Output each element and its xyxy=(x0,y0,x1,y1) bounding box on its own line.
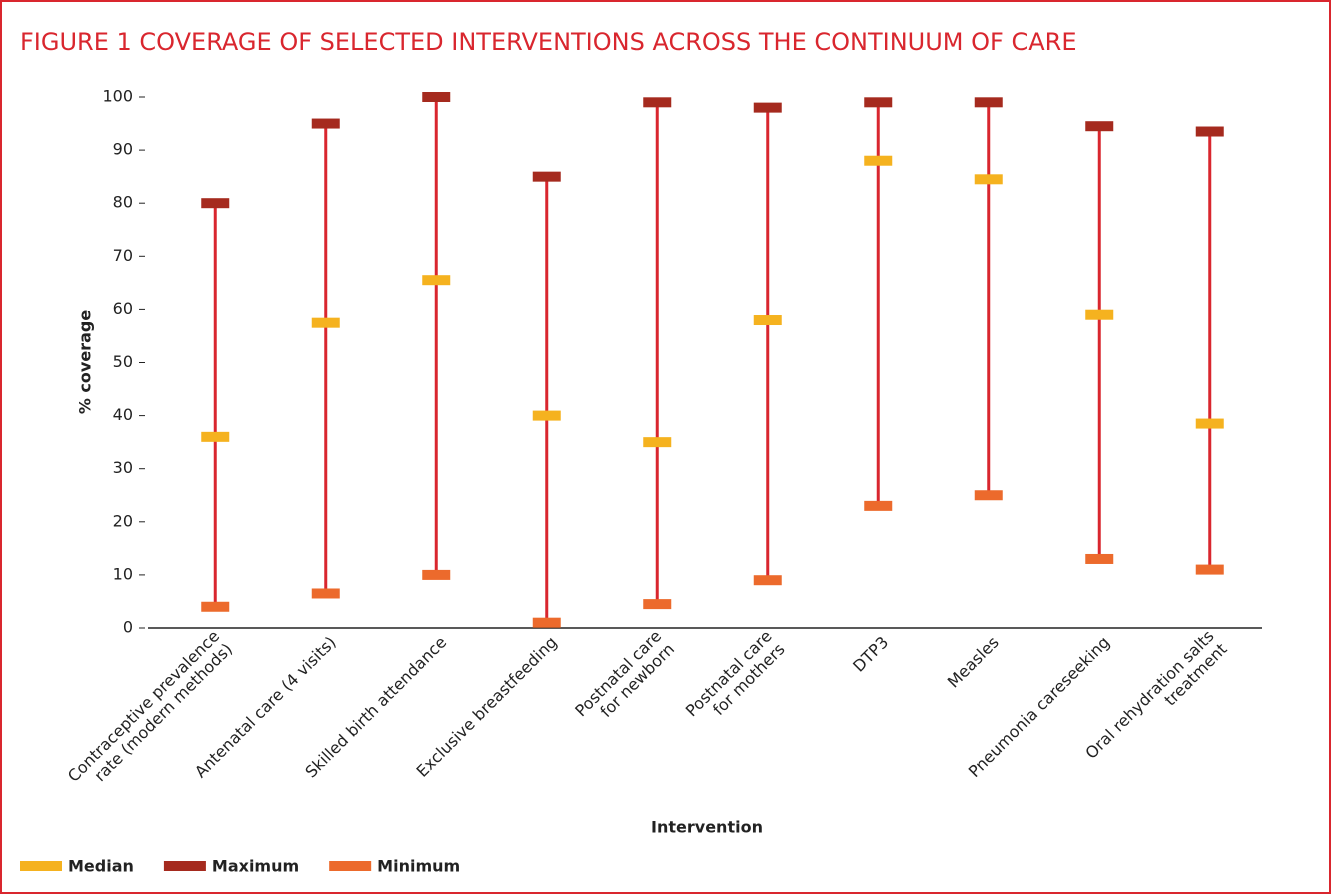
range-marker xyxy=(1085,309,1114,320)
range-marker xyxy=(311,588,340,599)
range-marker xyxy=(1085,121,1114,132)
y-tick-label: 60 xyxy=(113,299,133,318)
y-tick-label: 70 xyxy=(113,246,133,265)
range-marker xyxy=(864,155,893,166)
range-marker xyxy=(974,490,1003,501)
range-marker xyxy=(532,410,561,421)
range-marker xyxy=(1195,126,1224,137)
range-marker xyxy=(974,174,1003,185)
y-tick-label: 10 xyxy=(113,564,133,583)
range-marker xyxy=(1195,564,1224,575)
range-marker xyxy=(422,92,451,102)
legend-label: Maximum xyxy=(212,857,299,876)
range-marker xyxy=(753,102,782,113)
chart-title: FIGURE 1 COVERAGE OF SELECTED INTERVENTI… xyxy=(20,28,1076,56)
range-marker xyxy=(753,315,782,326)
range-marker xyxy=(753,575,782,586)
legend-swatch xyxy=(329,861,372,871)
legend-swatch xyxy=(20,861,62,871)
y-tick-label: 20 xyxy=(113,511,133,530)
range-marker xyxy=(864,97,893,108)
range-marker xyxy=(311,118,340,129)
range-marker xyxy=(532,617,561,628)
y-tick-label: 0 xyxy=(123,618,133,637)
range-marker xyxy=(1085,553,1114,564)
range-marker xyxy=(864,500,893,511)
legend-swatch xyxy=(163,861,206,871)
range-marker xyxy=(974,97,1003,108)
y-tick-label: 40 xyxy=(113,405,133,424)
range-marker xyxy=(643,599,672,610)
y-tick-label: 100 xyxy=(102,87,133,106)
legend-label: Median xyxy=(68,857,134,876)
range-marker xyxy=(311,317,340,328)
range-marker xyxy=(1195,418,1224,429)
range-marker xyxy=(422,275,451,286)
range-marker xyxy=(201,431,230,442)
y-tick-label: 50 xyxy=(113,352,133,371)
range-marker xyxy=(201,198,230,209)
range-marker xyxy=(643,97,672,108)
x-axis-label: Intervention xyxy=(651,818,763,837)
y-tick-label: 90 xyxy=(113,140,133,159)
range-marker xyxy=(643,437,672,448)
range-marker xyxy=(201,601,230,612)
range-marker xyxy=(532,171,561,182)
range-marker xyxy=(422,569,451,580)
legend-label: Minimum xyxy=(377,857,460,876)
y-axis-label: % coverage xyxy=(76,310,95,415)
y-tick-label: 30 xyxy=(113,458,133,477)
y-tick-label: 80 xyxy=(113,193,133,212)
